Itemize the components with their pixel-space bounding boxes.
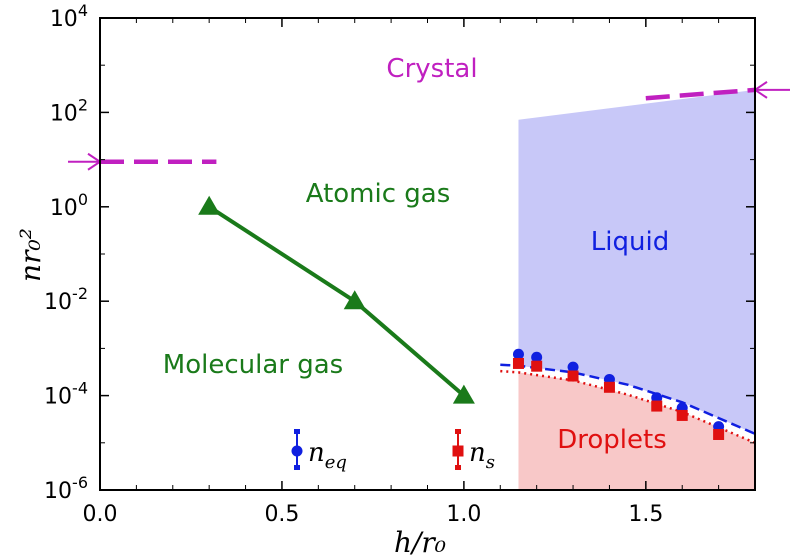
y-tick-label: 104	[50, 1, 88, 32]
crystal-boundary-1	[645, 87, 755, 101]
liquid-label: Liquid	[591, 227, 669, 257]
x-tick-label: 1.5	[628, 502, 663, 527]
n_s-point	[676, 409, 688, 421]
series-layer	[198, 195, 725, 440]
region-layer	[518, 89, 755, 490]
molecular_atomic_boundary-point	[198, 195, 221, 215]
n-s-legend-cap-bottom	[455, 465, 461, 470]
n_s-point	[531, 360, 543, 372]
molecular-gas-label: Molecular gas	[163, 350, 343, 380]
atomic-gas-label: Atomic gas	[306, 179, 451, 209]
droplet-region	[518, 372, 755, 490]
n-eq-legend-marker	[291, 445, 303, 457]
n-s-legend-label: ns	[469, 438, 495, 473]
x-tick-label: 0.5	[264, 502, 299, 527]
axes-layer: 0.0 0.5 1.0 1.5 10-6 10-4 10-2 100 102 104	[44, 1, 756, 527]
y-axis-label: nr₀²	[14, 228, 47, 282]
y-tick-label: 100	[50, 190, 88, 221]
y-tick-label: 102	[50, 95, 88, 126]
n-s-legend-cap-top	[455, 429, 461, 434]
n_s-point	[603, 381, 615, 393]
n_eq-point	[567, 361, 579, 373]
x-tick-label: 1.0	[446, 502, 481, 527]
liquid-region	[518, 89, 755, 434]
crystal-label: Crystal	[386, 54, 477, 84]
n-eq-legend-cap-top	[294, 429, 300, 434]
x-tick-label: 0.0	[83, 502, 118, 527]
y-tick-label: 10-2	[44, 284, 88, 315]
n_eq-point	[531, 351, 543, 363]
n_s-point	[651, 400, 663, 412]
n-s-legend-marker	[452, 445, 464, 457]
n_eq-point	[651, 392, 663, 404]
molecular_atomic_boundary-point	[452, 384, 475, 404]
n-eq-legend-cap-bottom	[294, 465, 300, 470]
n_eq-point	[512, 348, 524, 360]
label-layer: h/r₀ nr₀² Crystal Atomic gas Molecular gas Li…	[14, 54, 669, 559]
y-tick-label: 10-4	[44, 379, 88, 410]
n-eq-legend-label: neq	[308, 438, 347, 473]
x-axis-label: h/r₀	[394, 526, 446, 559]
n_s-point	[512, 357, 524, 369]
molecular_atomic_boundary-point	[343, 290, 366, 310]
crystal-boundary-layer	[100, 87, 755, 165]
n_s-point	[713, 428, 725, 440]
n_s-point	[567, 370, 579, 382]
y-tick-label: 10-6	[44, 473, 88, 504]
droplets-label: Droplets	[557, 425, 667, 455]
